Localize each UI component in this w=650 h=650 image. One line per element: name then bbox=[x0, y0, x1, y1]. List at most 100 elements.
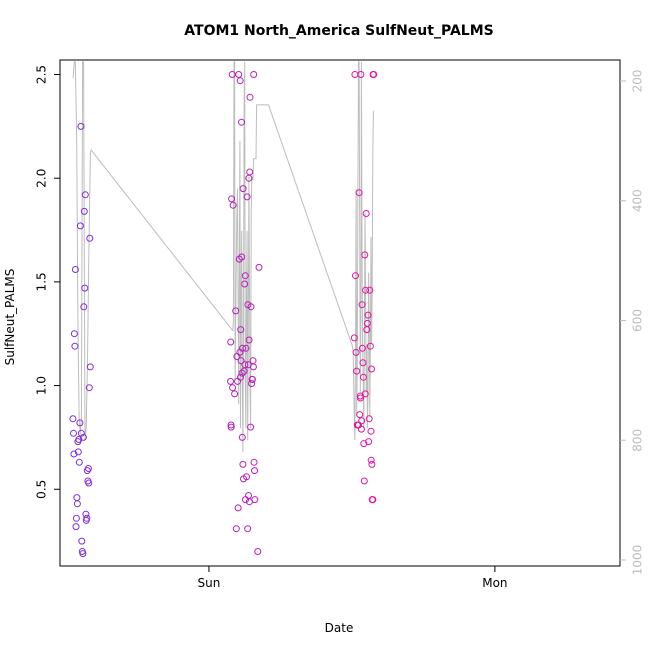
data-point bbox=[248, 380, 256, 387]
data-point bbox=[236, 77, 244, 85]
data-point bbox=[80, 303, 88, 311]
data-point bbox=[363, 319, 371, 327]
y2-tick-label: 600 bbox=[631, 309, 645, 332]
data-point bbox=[358, 301, 366, 309]
data-point bbox=[228, 195, 236, 203]
data-point bbox=[238, 118, 245, 126]
data-point bbox=[369, 496, 377, 504]
data-point bbox=[238, 369, 246, 377]
data-point bbox=[79, 550, 87, 558]
x-axis-label: Date bbox=[325, 621, 354, 635]
y-tick-label: 1.0 bbox=[35, 376, 49, 395]
data-point bbox=[238, 253, 246, 261]
data-point bbox=[359, 359, 367, 367]
data-point bbox=[74, 448, 82, 456]
data-point bbox=[251, 467, 258, 475]
data-point bbox=[362, 210, 370, 217]
data-point bbox=[239, 185, 247, 193]
data-point bbox=[86, 234, 94, 242]
data-point bbox=[231, 390, 239, 398]
data-point bbox=[367, 427, 375, 435]
data-point bbox=[75, 458, 83, 466]
data-point bbox=[355, 189, 363, 197]
data-point bbox=[84, 465, 92, 472]
series-points-layer bbox=[69, 71, 378, 558]
data-point bbox=[360, 477, 368, 485]
data-point bbox=[237, 373, 244, 381]
data-point bbox=[238, 433, 246, 441]
data-point bbox=[235, 71, 243, 78]
data-point bbox=[78, 537, 86, 545]
data-point bbox=[70, 450, 78, 458]
data-point bbox=[361, 251, 369, 259]
data-point bbox=[232, 525, 240, 533]
data-point bbox=[367, 456, 375, 464]
data-point bbox=[357, 394, 364, 402]
data-point bbox=[227, 377, 234, 385]
data-point bbox=[368, 460, 376, 468]
y-axis: 0.5 1.0 1.5 2.0 2.5 bbox=[35, 65, 60, 499]
data-point bbox=[85, 479, 93, 487]
data-point bbox=[368, 365, 376, 373]
data-point bbox=[365, 415, 373, 423]
data-point bbox=[370, 71, 378, 78]
data-point bbox=[356, 411, 364, 419]
x-axis: SunMonTue bbox=[198, 566, 508, 590]
y2-tick-label: 200 bbox=[631, 70, 645, 93]
data-point bbox=[86, 363, 94, 371]
chart-title: ATOM1 North_America SulfNeut_PALMS bbox=[184, 23, 493, 39]
x-tick-label: Mon bbox=[482, 576, 507, 590]
data-point bbox=[83, 514, 91, 522]
data-point bbox=[362, 286, 370, 294]
data-point bbox=[227, 338, 235, 346]
data-point bbox=[357, 425, 365, 433]
plot-area bbox=[59, 59, 621, 567]
data-point bbox=[227, 421, 235, 429]
data-point bbox=[229, 384, 237, 392]
data-point bbox=[366, 286, 374, 294]
data-point bbox=[76, 222, 84, 230]
data-point bbox=[366, 342, 374, 350]
data-point bbox=[353, 367, 361, 375]
x-tick-label: Sun bbox=[198, 576, 221, 590]
data-point bbox=[242, 344, 250, 352]
y-tick-label: 0.5 bbox=[35, 480, 49, 499]
data-point bbox=[245, 336, 253, 344]
data-point bbox=[243, 473, 250, 481]
data-point bbox=[234, 504, 242, 512]
data-point bbox=[365, 438, 373, 446]
data-point bbox=[247, 423, 255, 431]
data-point bbox=[239, 460, 247, 468]
data-point bbox=[70, 429, 77, 437]
data-point bbox=[81, 284, 89, 292]
data-point bbox=[364, 311, 372, 319]
data-point bbox=[73, 500, 81, 508]
data-point bbox=[72, 523, 80, 531]
data-point bbox=[241, 272, 249, 280]
data-point bbox=[350, 334, 358, 342]
data-point bbox=[248, 375, 256, 383]
data-point bbox=[241, 361, 249, 369]
data-point bbox=[358, 417, 366, 425]
data-point bbox=[358, 344, 366, 352]
data-point bbox=[81, 191, 89, 199]
data-point bbox=[227, 423, 235, 431]
data-point bbox=[80, 207, 88, 215]
data-point bbox=[249, 363, 257, 371]
data-point bbox=[357, 71, 365, 78]
y2-axis: 200 400 600 800 1000 bbox=[620, 70, 645, 575]
data-point bbox=[237, 357, 245, 365]
plot-frame bbox=[59, 59, 621, 567]
data-point bbox=[237, 326, 245, 334]
data-point bbox=[76, 419, 84, 427]
y-tick-label: 2.5 bbox=[35, 65, 49, 84]
data-point bbox=[247, 303, 255, 311]
data-point bbox=[232, 307, 240, 315]
data-point bbox=[70, 330, 78, 338]
y-tick-label: 2.0 bbox=[35, 169, 49, 188]
data-point bbox=[77, 429, 85, 437]
data-point bbox=[352, 272, 359, 280]
y2-tick-label: 800 bbox=[631, 429, 645, 452]
data-point bbox=[361, 390, 369, 398]
